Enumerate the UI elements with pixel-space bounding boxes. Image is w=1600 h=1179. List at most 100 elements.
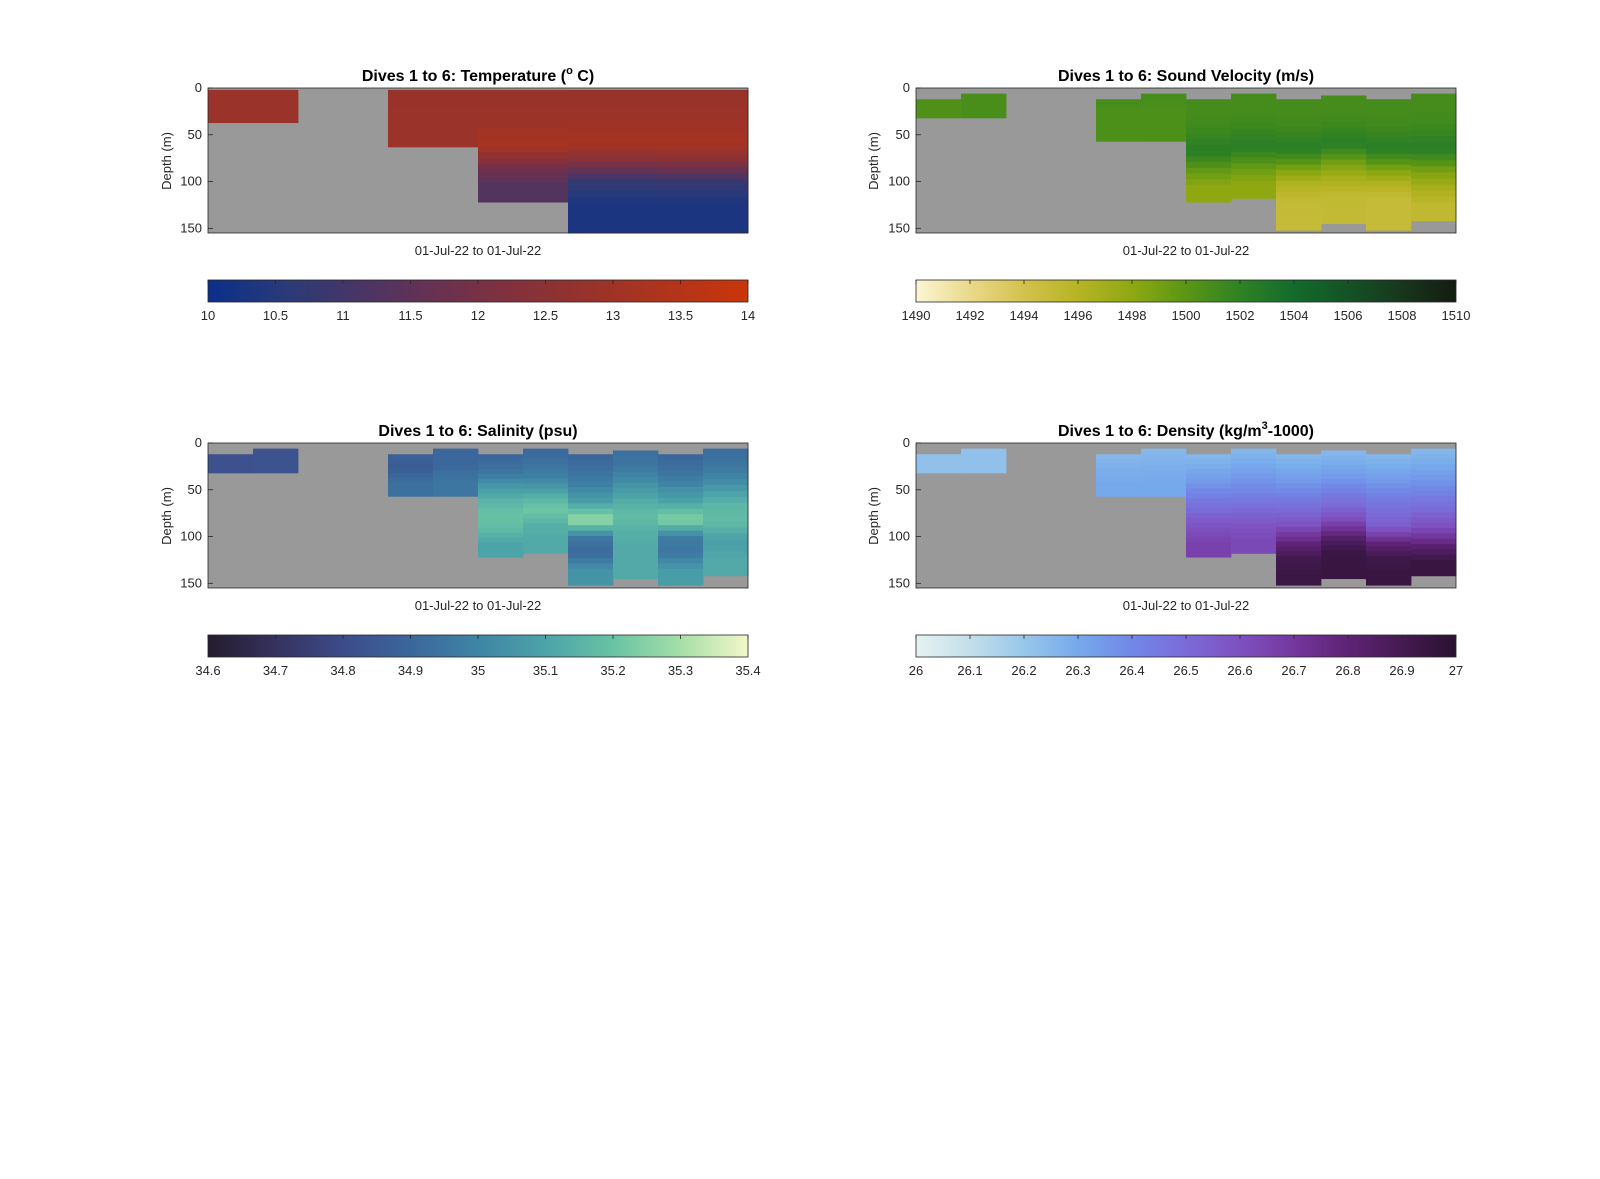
density-profile-9-cell xyxy=(1366,546,1412,552)
density-profile-7-cell xyxy=(1276,468,1322,475)
temperature-profile-10-cell xyxy=(703,119,749,127)
salinity-colorbar-tick-label: 34.6 xyxy=(195,663,220,678)
temperature-colorbar-tick-label: 13 xyxy=(606,308,620,323)
sound-velocity-profile-6-cell xyxy=(1231,122,1277,129)
temperature-profile-9-cell xyxy=(658,119,704,127)
density-profile-2-cell xyxy=(961,464,1007,474)
salinity-profile-9-cell xyxy=(658,541,704,548)
density-xlabel: 01-Jul-22 to 01-Jul-22 xyxy=(1123,598,1249,613)
sound-velocity-profile-10-cell xyxy=(1411,202,1457,210)
salinity-profile-5-cell xyxy=(478,547,524,553)
sound-velocity-profile-10-cell xyxy=(1411,117,1457,125)
sound-velocity-profile-10-cell xyxy=(1411,129,1457,137)
density-profile-6-cell xyxy=(1231,513,1277,519)
density-profile-5-cell xyxy=(1186,513,1232,519)
density-profile-3-cell xyxy=(1096,482,1142,488)
sound-velocity-profile-9-cell xyxy=(1366,202,1412,209)
density-profile-5-cell xyxy=(1186,478,1232,485)
sound-velocity-profile-9-cell xyxy=(1366,148,1412,155)
temperature-profile-8-cell xyxy=(613,161,659,168)
density-profile-3-cell xyxy=(1096,491,1142,497)
sound-velocity-colorbar-tick-label: 1508 xyxy=(1388,308,1417,323)
sound-velocity-profile-9-cell xyxy=(1366,121,1412,127)
sound-velocity-profile-7-cell xyxy=(1276,197,1322,204)
density-profile-8-cell xyxy=(1321,478,1367,485)
density-profile-1-cell xyxy=(916,460,962,468)
salinity-ytick-label: 0 xyxy=(195,435,202,450)
salinity-profile-6-cell xyxy=(523,518,569,524)
sound-velocity-colorbar-tick-label: 1500 xyxy=(1172,308,1201,323)
sound-velocity-profile-6-cell xyxy=(1231,146,1277,153)
density-profile-7-cell xyxy=(1276,463,1322,470)
salinity-profile-3-cell xyxy=(388,491,434,497)
salinity-profile-7-cell xyxy=(568,541,614,548)
temperature-profile-7-cell xyxy=(568,173,614,180)
temperature-profile-9-cell xyxy=(658,161,704,168)
density-profile-5-cell xyxy=(1186,483,1232,489)
temperature-profile-3-cell xyxy=(388,89,434,97)
sound-velocity-profile-6-cell xyxy=(1231,157,1277,164)
density-profile-7-cell xyxy=(1276,565,1322,572)
temperature-profile-7-cell xyxy=(568,215,614,222)
salinity-profile-10-cell xyxy=(703,466,749,474)
temperature-colorbar-tick-label: 14 xyxy=(741,308,755,323)
temperature-profile-9-cell xyxy=(658,209,704,216)
salinity-profile-5-cell xyxy=(478,517,524,524)
sound-velocity-profile-9-cell xyxy=(1366,191,1412,198)
sound-velocity-profile-10-cell xyxy=(1411,154,1457,161)
salinity-profile-8-cell xyxy=(613,477,659,483)
salinity-profile-6-cell xyxy=(523,498,569,504)
density-profile-8-cell xyxy=(1321,507,1367,513)
density-profile-1-cell xyxy=(916,454,962,461)
temperature-ylabel: Depth (m) xyxy=(159,132,174,190)
sound-velocity-profile-7-cell xyxy=(1276,181,1322,187)
temperature-profile-1-cell xyxy=(208,89,254,96)
density-profile-7-cell xyxy=(1276,531,1322,538)
salinity-profile-4-cell xyxy=(433,475,479,481)
density-profile-10-cell xyxy=(1411,528,1457,534)
salinity-profile-1-cell xyxy=(208,454,254,461)
temperature-profile-8-cell xyxy=(613,95,659,103)
temperature-profile-6-cell xyxy=(523,114,569,122)
salinity-profile-10-cell xyxy=(703,569,749,577)
density-profile-6-cell xyxy=(1231,508,1277,514)
density-profile-9-cell xyxy=(1366,473,1412,479)
density-colorbar-tick-label: 26.1 xyxy=(957,663,982,678)
temperature-profile-9-cell xyxy=(658,101,704,109)
density-profile-8-cell xyxy=(1321,516,1367,523)
density-profile-3-cell xyxy=(1096,458,1142,464)
salinity-profile-8-cell xyxy=(613,482,659,489)
temperature-profile-3-cell xyxy=(388,96,434,103)
salinity-profile-9-cell xyxy=(658,486,704,493)
sound-velocity-profile-5-cell xyxy=(1186,150,1232,157)
density-profile-7-cell xyxy=(1276,517,1322,523)
salinity-profile-5-cell xyxy=(478,503,524,509)
sound-velocity-profile-3-cell xyxy=(1096,136,1142,142)
density-profile-9-cell xyxy=(1366,497,1412,504)
density-profile-7-cell xyxy=(1276,483,1322,489)
salinity-profile-7-cell xyxy=(568,552,614,559)
temperature-profile-1-cell xyxy=(208,111,254,118)
density-profile-3-cell xyxy=(1096,486,1142,493)
sound-velocity-profile-8-cell xyxy=(1321,143,1367,150)
sound-velocity-profile-8-cell xyxy=(1321,138,1367,144)
density-profile-10-cell xyxy=(1411,464,1457,471)
salinity-profile-6-cell xyxy=(523,468,569,474)
salinity-profile-7-cell xyxy=(568,579,614,586)
temperature-profile-1-cell xyxy=(208,95,254,102)
temperature-axes-frame xyxy=(207,87,749,234)
temperature-profile-6-cell xyxy=(523,164,569,172)
sound-velocity-profile-6-cell xyxy=(1231,134,1277,141)
sound-velocity-profile-10-cell xyxy=(1411,196,1457,204)
sound-velocity-profile-5-cell xyxy=(1186,127,1232,134)
temperature-profile-9-cell xyxy=(658,155,704,162)
density-profile-6-cell xyxy=(1231,528,1277,534)
temperature-profile-5-cell xyxy=(478,158,524,166)
temperature-profile-8-cell xyxy=(613,137,659,144)
salinity-colorbar-tick-label: 34.9 xyxy=(398,663,423,678)
temperature-profile-9-cell xyxy=(658,185,704,192)
density-profile-10-cell xyxy=(1411,453,1457,460)
salinity-profile-9-cell xyxy=(658,514,704,521)
salinity-profile-10-cell xyxy=(703,497,749,504)
temperature-panel: Dives 1 to 6: Temperature (o C) Depth (m… xyxy=(159,65,755,323)
